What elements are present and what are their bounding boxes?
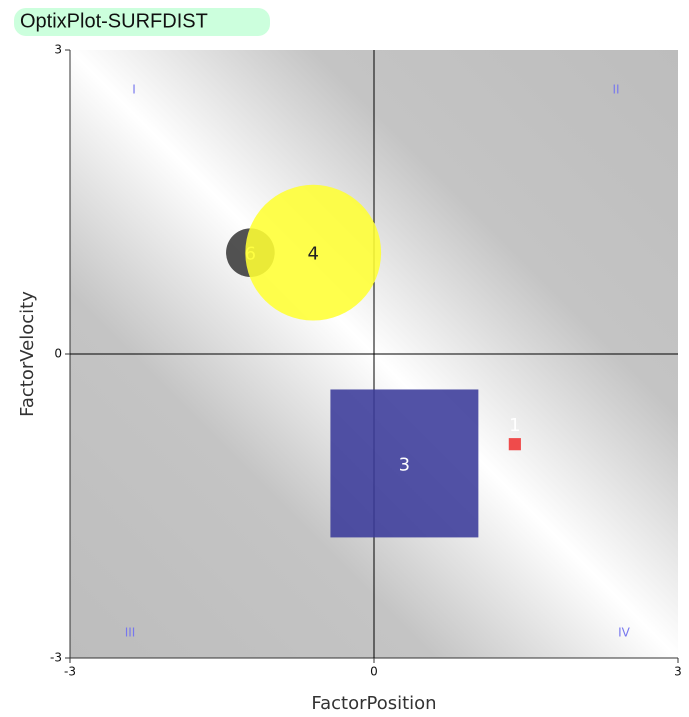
point-square bbox=[508, 438, 521, 451]
y-tick-label: -3 bbox=[50, 651, 62, 665]
x-tick-label: 0 bbox=[370, 665, 378, 679]
y-axis-label: FactorVelocity bbox=[17, 291, 38, 417]
quadrant-label: IV bbox=[618, 626, 631, 640]
y-tick-label: 0 bbox=[54, 347, 62, 361]
title-bg bbox=[14, 8, 270, 36]
point-label: 3 bbox=[399, 454, 410, 475]
x-tick-label: -3 bbox=[64, 665, 76, 679]
x-axis-label: FactorPosition bbox=[311, 693, 436, 714]
quadrant-label: III bbox=[125, 626, 136, 640]
y-tick-label: 3 bbox=[54, 43, 62, 57]
point-label: 4 bbox=[307, 244, 318, 265]
chart-title: OptixPlot-SURFDIST bbox=[20, 10, 208, 32]
x-tick-label: 3 bbox=[674, 665, 682, 679]
point-square bbox=[330, 389, 479, 538]
point-circle bbox=[245, 184, 382, 321]
quadrant-label: I bbox=[132, 83, 136, 97]
point-label: 1 bbox=[509, 415, 520, 436]
quadrant-label: II bbox=[612, 83, 619, 97]
